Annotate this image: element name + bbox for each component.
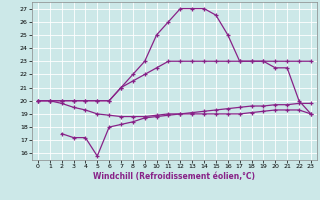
X-axis label: Windchill (Refroidissement éolien,°C): Windchill (Refroidissement éolien,°C) [93, 172, 255, 181]
